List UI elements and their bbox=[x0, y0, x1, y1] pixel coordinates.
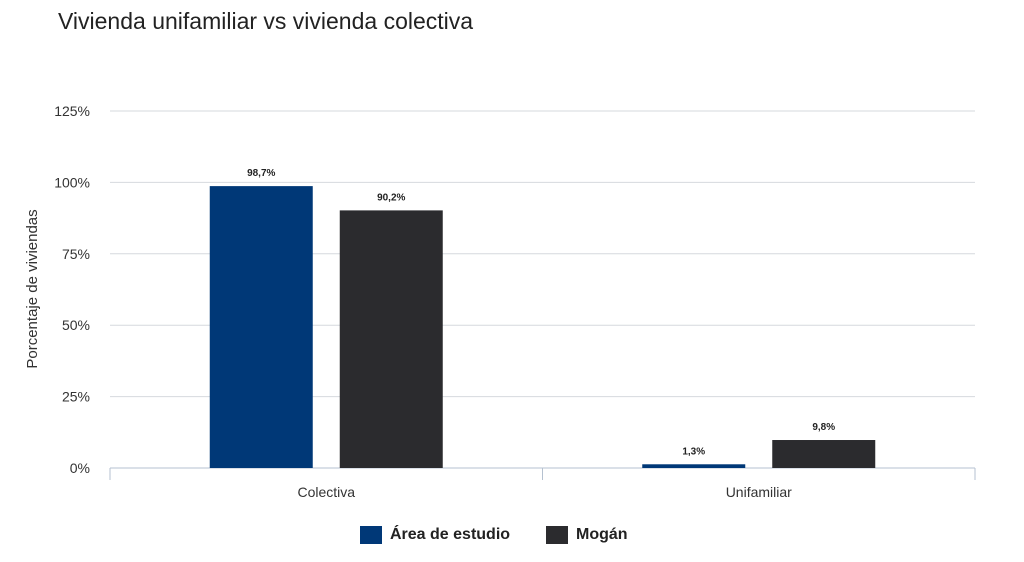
y-tick-label: 50% bbox=[62, 317, 90, 333]
legend-label-area-estudio: Área de estudio bbox=[390, 526, 511, 543]
legend-item-mogan: Mogán bbox=[546, 526, 628, 544]
bar bbox=[642, 464, 746, 468]
legend-swatch-mogan bbox=[546, 526, 568, 544]
legend-item-area-estudio: Área de estudio bbox=[360, 526, 510, 544]
data-label: 9,8% bbox=[812, 422, 835, 433]
y-axis-label: Porcentaje de viviendas bbox=[24, 209, 41, 368]
legend-label-mogan: Mogán bbox=[576, 526, 628, 543]
y-tick-label: 125% bbox=[54, 103, 90, 119]
bar bbox=[339, 210, 443, 468]
y-tick-label: 0% bbox=[70, 460, 90, 476]
y-tick-label: 100% bbox=[54, 174, 90, 190]
y-tick-label: 25% bbox=[62, 389, 90, 405]
bar-chart: 0% 25% 50% 75% 100% 125% Porcentaje de viviend… bbox=[24, 103, 976, 500]
data-label: 1,3% bbox=[682, 446, 705, 457]
x-tick-label: Unifamiliar bbox=[726, 484, 792, 500]
chart-title: Vivienda unifamiliar vs vivienda colecti… bbox=[58, 8, 474, 34]
x-tick-label: Colectiva bbox=[297, 484, 355, 500]
y-tick-label: 75% bbox=[62, 246, 90, 262]
legend: Área de estudio Mogán bbox=[0, 526, 1024, 548]
data-label: 98,7% bbox=[247, 168, 275, 179]
bar bbox=[209, 186, 313, 468]
data-label: 90,2% bbox=[377, 192, 405, 203]
legend-swatch-area-estudio bbox=[360, 526, 382, 544]
bar bbox=[772, 440, 876, 468]
